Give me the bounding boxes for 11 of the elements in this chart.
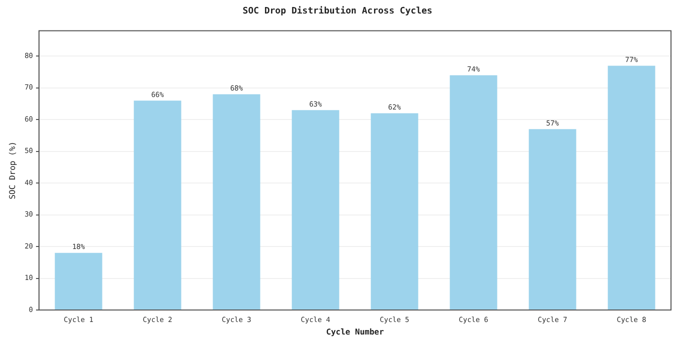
bar xyxy=(370,113,418,310)
bar xyxy=(292,110,340,310)
x-axis-title: Cycle Number xyxy=(326,327,384,336)
bar xyxy=(212,94,260,310)
chart-title: SOC Drop Distribution Across Cycles xyxy=(242,6,432,17)
bar xyxy=(528,129,576,310)
bar xyxy=(608,66,656,310)
bar xyxy=(134,100,182,310)
y-axis-title: SOC Drop (%) xyxy=(8,142,17,200)
bar xyxy=(450,75,498,310)
bar xyxy=(54,252,102,310)
